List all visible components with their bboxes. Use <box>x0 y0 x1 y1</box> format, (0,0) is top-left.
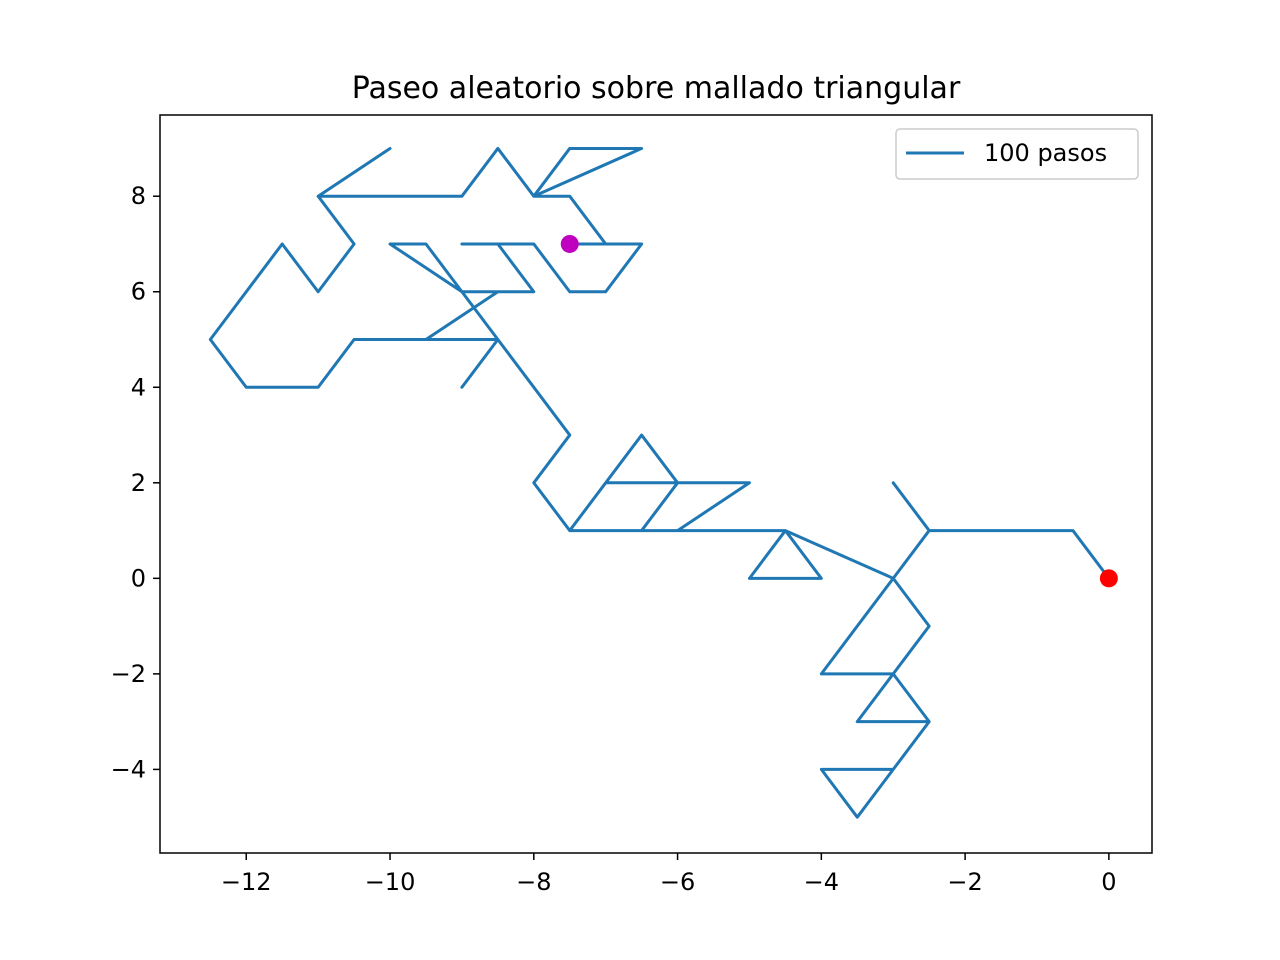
x-tick-label: −2 <box>947 868 982 896</box>
x-axis: −12 −10 −8 −6 −4 −2 0 <box>221 853 1117 896</box>
x-tick-label: 0 <box>1101 868 1116 896</box>
y-tick-label: −4 <box>111 755 146 783</box>
x-tick-label: −8 <box>516 868 551 896</box>
y-tick-label: 6 <box>131 278 146 306</box>
x-tick-label: −6 <box>660 868 695 896</box>
y-tick-label: −2 <box>111 660 146 688</box>
legend-label: 100 pasos <box>984 139 1107 167</box>
legend-box <box>895 128 1139 180</box>
point-marker-1 <box>560 234 579 253</box>
y-tick-label: 0 <box>131 564 146 592</box>
y-axis: −4 −2 0 2 4 6 8 <box>111 182 160 783</box>
y-tick-label: 4 <box>131 373 146 401</box>
plot-area <box>208 146 1118 819</box>
y-tick-label: 8 <box>131 182 146 210</box>
x-tick-label: −10 <box>365 868 416 896</box>
y-tick-label: 2 <box>131 469 146 497</box>
axes-frame <box>159 114 1153 854</box>
x-tick-label: −4 <box>804 868 839 896</box>
x-tick-label: −12 <box>221 868 272 896</box>
point-marker-0 <box>1099 569 1118 588</box>
chart-title: Paseo aleatorio sobre mallado triangular <box>352 71 961 106</box>
series-line-0 <box>208 146 1111 819</box>
legend: 100 pasos <box>895 128 1139 180</box>
